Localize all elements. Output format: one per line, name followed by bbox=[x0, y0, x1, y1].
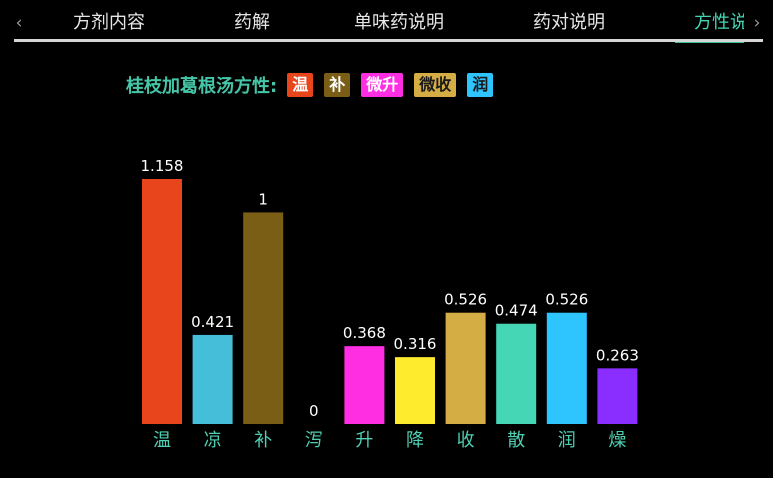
bar-astringe[interactable] bbox=[445, 312, 486, 424]
tab-herb-explanation[interactable]: 药解 bbox=[234, 12, 270, 33]
legend-chip-slight-ascend: 微升 bbox=[361, 73, 404, 97]
category-label-tonify: 补 bbox=[254, 430, 272, 451]
value-label-moisten: 0.526 bbox=[545, 291, 588, 309]
category-label-warm: 温 bbox=[153, 430, 171, 451]
bar-dry[interactable] bbox=[597, 368, 638, 424]
tab-bar: ‹ 方剂内容 药解 单味药说明 药对说明 方性说明 › bbox=[0, 0, 773, 44]
value-label-dry: 0.263 bbox=[596, 346, 639, 364]
chevron-right-icon[interactable]: › bbox=[753, 13, 761, 33]
category-label-astringe: 收 bbox=[457, 430, 475, 451]
value-label-warm: 1.158 bbox=[141, 157, 184, 175]
bar-descend[interactable] bbox=[395, 357, 435, 424]
bar-disperse[interactable] bbox=[496, 323, 537, 424]
category-label-descend: 降 bbox=[406, 430, 424, 451]
value-label-ascend: 0.368 bbox=[343, 324, 386, 342]
category-label-cool: 凉 bbox=[204, 430, 222, 451]
nature-legend: 桂枝加葛根汤方性: 温 补 微升 微收 润 bbox=[126, 72, 504, 98]
bar-ascend[interactable] bbox=[344, 346, 385, 424]
legend-chip-slight-astringe: 微收 bbox=[414, 73, 457, 97]
value-label-cool: 0.421 bbox=[191, 313, 234, 331]
bar-cool[interactable] bbox=[192, 334, 233, 424]
value-label-descend: 0.316 bbox=[394, 335, 437, 353]
tab-single-herb-notes[interactable]: 单味药说明 bbox=[354, 12, 444, 33]
tab-bar-divider bbox=[14, 39, 763, 42]
value-label-disperse: 0.474 bbox=[495, 302, 538, 320]
legend-chip-moisten: 润 bbox=[467, 73, 494, 97]
category-label-disperse: 散 bbox=[507, 430, 525, 451]
bar-moisten[interactable] bbox=[546, 312, 587, 424]
tab-prescription-content[interactable]: 方剂内容 bbox=[73, 12, 145, 33]
value-label-tonify: 1 bbox=[258, 190, 268, 208]
category-label-ascend: 升 bbox=[355, 430, 373, 451]
tab-prescription-nature[interactable]: 方性说明 bbox=[694, 12, 744, 33]
category-label-purge: 泻 bbox=[305, 430, 323, 451]
chevron-left-icon[interactable]: ‹ bbox=[15, 13, 23, 33]
legend-title: 桂枝加葛根汤方性: bbox=[126, 76, 278, 97]
legend-chip-tonify: 补 bbox=[324, 73, 351, 97]
category-label-moisten: 润 bbox=[558, 430, 576, 451]
tab-herb-pair-notes[interactable]: 药对说明 bbox=[533, 12, 605, 33]
bar-tonify[interactable] bbox=[243, 212, 284, 424]
bar-warm[interactable] bbox=[142, 179, 182, 424]
value-label-astringe: 0.526 bbox=[444, 291, 487, 309]
category-label-dry: 燥 bbox=[608, 430, 626, 451]
value-label-purge: 0 bbox=[309, 402, 319, 420]
tabs-viewport: 方剂内容 药解 单味药说明 药对说明 方性说明 bbox=[28, 0, 744, 44]
legend-chip-warm: 温 bbox=[287, 73, 314, 97]
